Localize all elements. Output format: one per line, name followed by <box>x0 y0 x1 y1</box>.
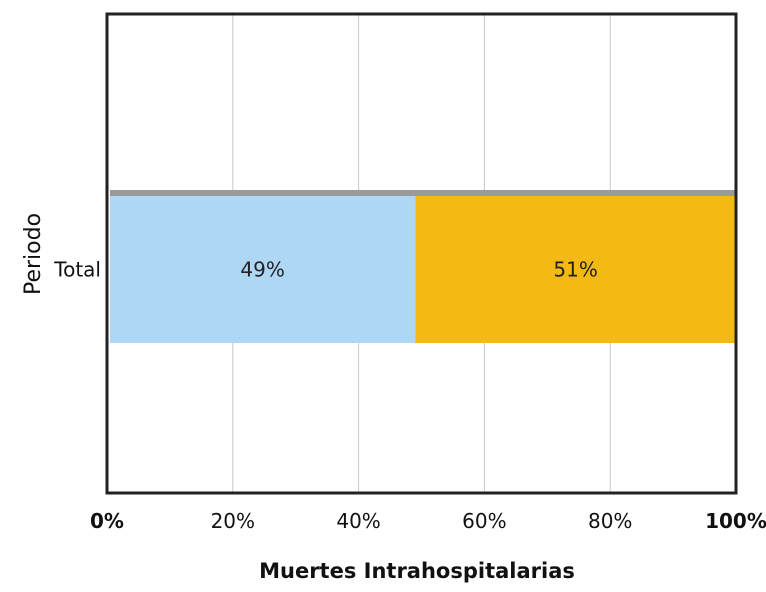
x-tick-label: 60% <box>462 509 506 533</box>
y-category-labels: Total <box>53 258 101 282</box>
y-axis-title: Periodo <box>21 213 46 295</box>
x-tick-label: 100% <box>705 509 766 533</box>
bar-data-label: 49% <box>240 258 284 282</box>
x-tick-label: 40% <box>336 509 380 533</box>
bar-data-label: 51% <box>553 258 597 282</box>
x-tick-label: 80% <box>588 509 632 533</box>
plot-frame <box>105 12 738 495</box>
x-tick-label: 0% <box>90 509 124 533</box>
category-label: Total <box>53 258 101 282</box>
bars: 49% 51% <box>110 190 736 343</box>
x-tick-label: 20% <box>211 509 255 533</box>
bar-top-edge <box>110 190 736 196</box>
bar-segment-2 <box>415 196 736 343</box>
bar-segment-1 <box>110 196 416 343</box>
x-axis-title: Muertes Intrahospitalarias <box>259 559 575 583</box>
x-tick-labels: 0% 20% 40% 60% 80% 100% <box>90 509 766 533</box>
